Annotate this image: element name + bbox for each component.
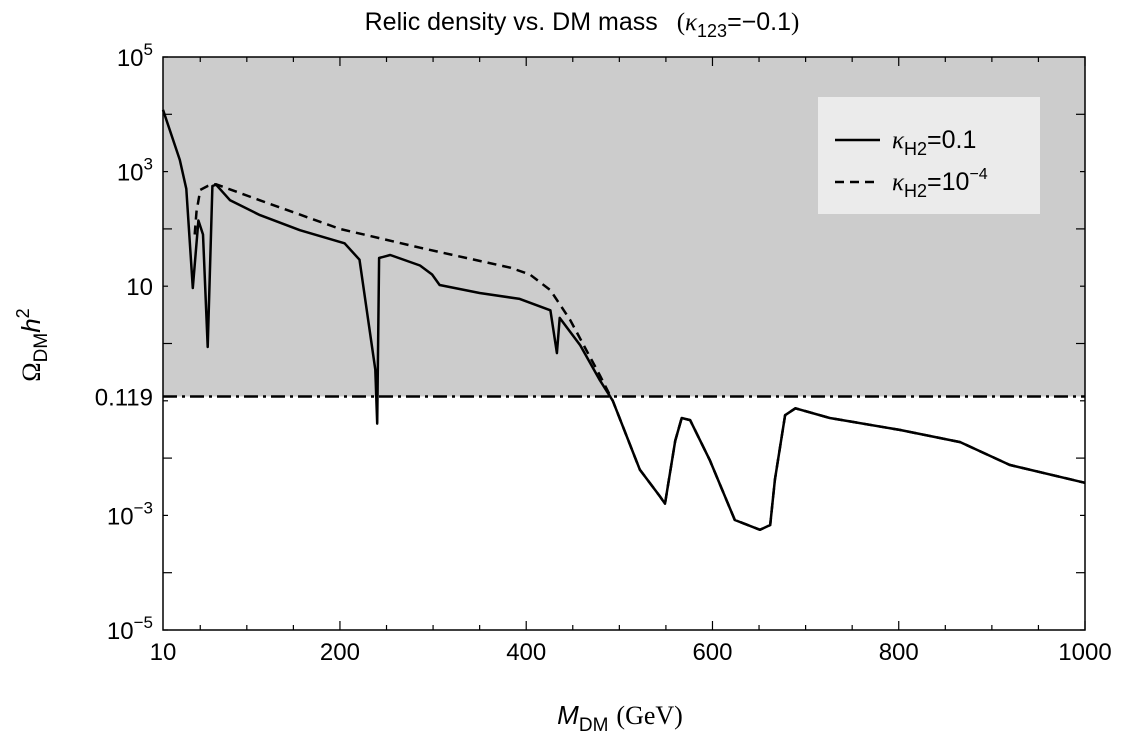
x-tick-label: 600 [692,639,732,666]
chart-title-param-symbol: κ [685,9,698,36]
y-tick-label: 10−3 [107,498,153,530]
chart-title-main: Relic density vs. DM mass [365,8,658,36]
legend-background [818,97,1040,214]
y-axis-label: ΩDMh2 [13,308,52,381]
y-tick-label: 105 [117,40,153,72]
x-tick-label: 10 [150,639,177,666]
x-tick-label: 400 [506,639,546,666]
x-tick-label: 800 [879,639,919,666]
y-tick-label: 10−5 [107,613,153,645]
x-tick-label: 200 [320,639,360,666]
chart-title-param-value: =−0.1 [727,8,791,36]
series-line-2 [193,183,1086,532]
chart-title-param-sub: 123 [697,21,727,41]
legend: κH2=0.1 κH2=10−4 [818,97,1040,214]
x-axis-label: MDM (GeV) [557,700,683,736]
chart-title: Relic density vs. DM mass (κ123=−0.1) [365,8,800,41]
legend-label-series-2: κH2=10−4 [892,166,988,201]
y-tick-label: 0.119 [95,384,153,411]
y-tick-label: 103 [117,155,153,187]
legend-label-series-1: κH2=0.1 [892,126,976,159]
y-tick-label: 10 [126,274,153,301]
x-tick-label: 1000 [1058,639,1111,666]
